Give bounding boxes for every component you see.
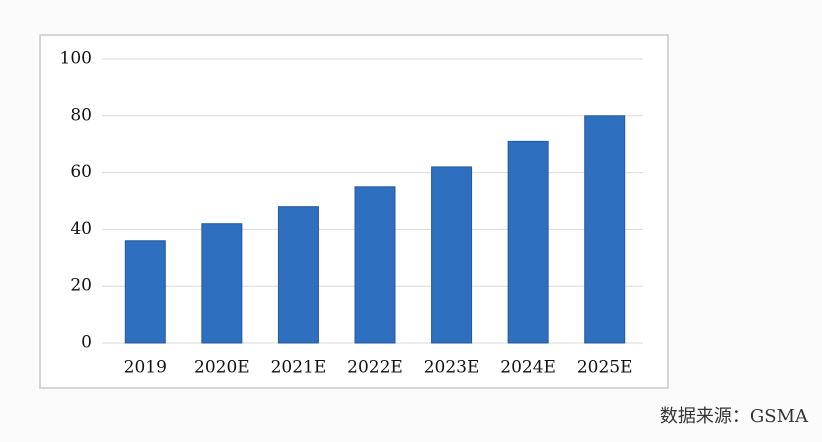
- bar: [277, 206, 319, 344]
- x-tick-label: 2019: [124, 358, 167, 378]
- x-tick-label: 2020E: [194, 358, 250, 378]
- bar: [507, 140, 549, 344]
- bar: [431, 166, 473, 344]
- bar: [201, 223, 243, 344]
- bar: [584, 115, 626, 344]
- x-tick-label: 2022E: [347, 358, 403, 378]
- bar: [124, 240, 166, 344]
- y-tick-label: 0: [81, 333, 92, 353]
- y-tick-label: 40: [70, 219, 92, 239]
- x-tick-label: 2021E: [271, 358, 327, 378]
- x-tick-label: 2024E: [500, 358, 556, 378]
- y-tick-label: 20: [70, 276, 92, 296]
- source-note: 数据来源：GSMA: [660, 406, 809, 427]
- y-tick-label: 100: [60, 49, 92, 69]
- y-tick-label: 80: [70, 105, 92, 125]
- y-tick-label: 60: [70, 162, 92, 182]
- x-tick-label: 2023E: [424, 358, 480, 378]
- bar: [354, 186, 396, 344]
- x-tick-label: 2025E: [577, 358, 633, 378]
